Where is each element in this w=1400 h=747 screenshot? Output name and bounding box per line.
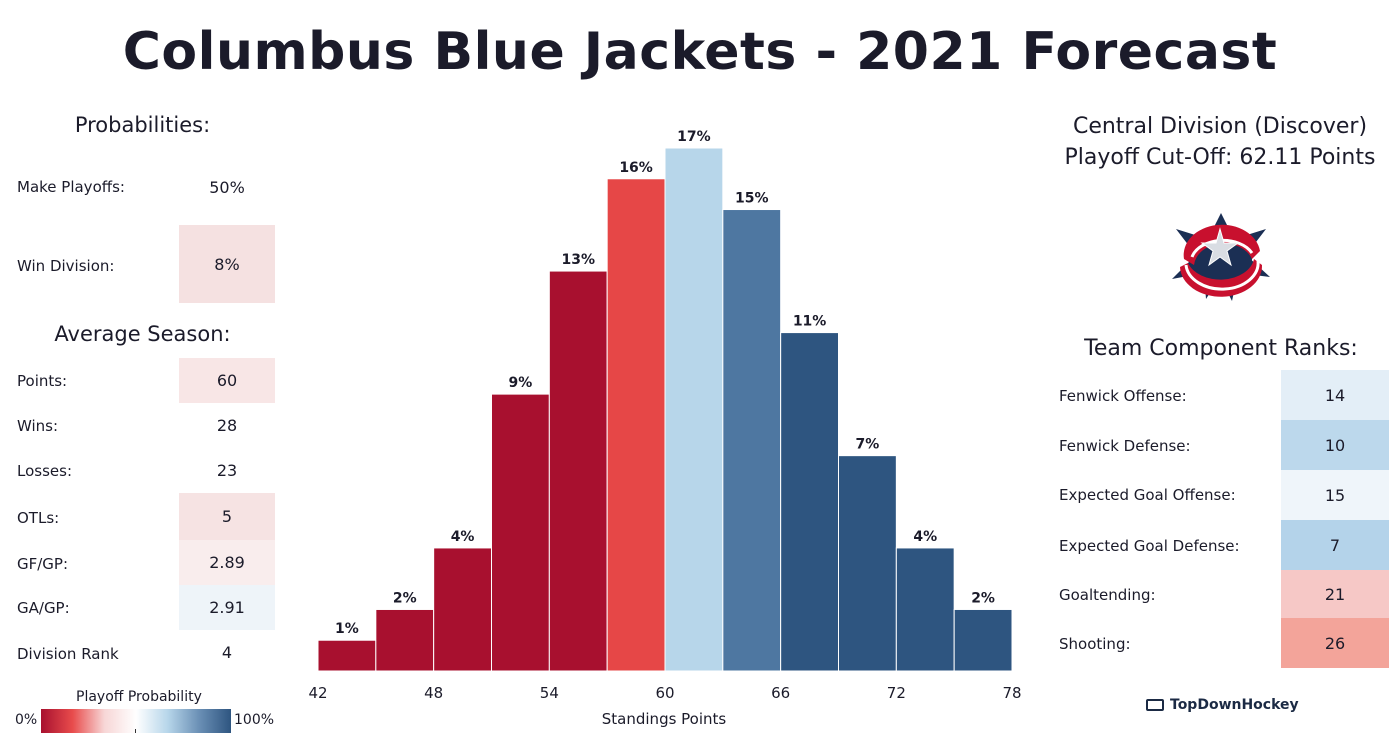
brand: TopDownHockey bbox=[1146, 697, 1299, 713]
wins-label: Wins: bbox=[17, 417, 59, 435]
fenwick-defense-label: Fenwick Defense: bbox=[1059, 437, 1191, 455]
otls-label: OTLs: bbox=[17, 509, 60, 527]
bar-label-57: 16% bbox=[619, 160, 653, 176]
legend-title: Playoff Probability bbox=[76, 689, 202, 705]
bar-label-48: 4% bbox=[451, 529, 475, 545]
wins-value: 28 bbox=[179, 403, 275, 448]
goaltending-value: 21 bbox=[1281, 570, 1389, 618]
x-tick-72: 72 bbox=[887, 684, 906, 702]
brand-name: TopDownHockey bbox=[1170, 697, 1299, 713]
win-division-label: Win Division: bbox=[17, 257, 115, 275]
gf-gp-label: GF/GP: bbox=[17, 555, 69, 573]
shooting-value: 26 bbox=[1281, 618, 1389, 668]
division-rank-label: Division Rank bbox=[17, 645, 119, 663]
fenwick-defense-value: 10 bbox=[1281, 420, 1389, 470]
bar-label-60: 17% bbox=[677, 129, 711, 145]
average-season-heading: Average Season: bbox=[54, 322, 231, 346]
losses-value: 23 bbox=[179, 448, 275, 493]
otls-value: 5 bbox=[179, 493, 275, 540]
points-value: 60 bbox=[179, 358, 275, 403]
topdownhockey-logo-icon bbox=[1146, 699, 1164, 711]
bar-51 bbox=[491, 393, 550, 672]
losses-label: Losses: bbox=[17, 462, 72, 480]
fenwick-offense-label: Fenwick Offense: bbox=[1059, 387, 1187, 405]
gf-gp-value: 2.89 bbox=[179, 540, 275, 585]
bar-69 bbox=[838, 455, 897, 672]
division-name: Central Division (Discover) bbox=[1072, 114, 1368, 139]
probabilities-heading: Probabilities: bbox=[74, 113, 211, 137]
shooting-label: Shooting: bbox=[1059, 635, 1131, 653]
bar-label-75: 2% bbox=[971, 590, 995, 606]
fenwick-offense-value: 14 bbox=[1281, 370, 1389, 420]
goaltending-label: Goaltending: bbox=[1059, 586, 1156, 604]
legend-color-bar bbox=[41, 709, 231, 733]
x-tick-60: 60 bbox=[655, 684, 674, 702]
x-tick-42: 42 bbox=[308, 684, 327, 702]
x-tick-54: 54 bbox=[540, 684, 559, 702]
bar-54 bbox=[548, 270, 608, 672]
bar-label-51: 9% bbox=[509, 375, 533, 391]
standings-points-histogram: 1% 2% 4% 9% 13% 16% 17% 15% 11% 7% 4% 2% 42 48 54 60 66… bbox=[308, 129, 1021, 728]
bar-label-69: 7% bbox=[856, 437, 880, 453]
x-axis-label: Standings Points bbox=[602, 710, 727, 728]
blue-jackets-logo-icon bbox=[1172, 213, 1270, 301]
bar-48 bbox=[433, 547, 493, 672]
bar-66 bbox=[780, 332, 839, 672]
legend-tick bbox=[135, 729, 136, 733]
bar-57 bbox=[606, 178, 666, 672]
bar-42 bbox=[317, 639, 377, 672]
ga-gp-value: 2.91 bbox=[179, 585, 275, 630]
legend-max-label: 100% bbox=[234, 712, 275, 728]
expected-goal-defense-value: 7 bbox=[1281, 520, 1389, 570]
bar-label-45: 2% bbox=[393, 590, 417, 606]
playoff-cutoff: Playoff Cut-Off: 62.11 Points bbox=[1064, 145, 1376, 170]
division-rank-value: 4 bbox=[179, 630, 275, 675]
bar-label-66: 11% bbox=[793, 314, 827, 330]
bar-60 bbox=[664, 147, 724, 672]
legend-min-label: 0% bbox=[15, 712, 38, 728]
x-tick-78: 78 bbox=[1002, 684, 1021, 702]
expected-goal-offense-value: 15 bbox=[1281, 470, 1389, 520]
bar-63 bbox=[722, 209, 782, 672]
make-playoffs-label: Make Playoffs: bbox=[17, 178, 125, 196]
bar-45 bbox=[375, 608, 435, 672]
win-division-value: 8% bbox=[179, 225, 275, 303]
bar-label-72: 4% bbox=[913, 529, 937, 545]
bar-label-42: 1% bbox=[335, 621, 359, 637]
x-tick-66: 66 bbox=[771, 684, 790, 702]
bar-label-54: 13% bbox=[561, 252, 595, 268]
page-title: Columbus Blue Jackets - 2021 Forecast bbox=[122, 22, 1278, 82]
points-label: Points: bbox=[17, 372, 68, 390]
expected-goal-defense-label: Expected Goal Defense: bbox=[1059, 537, 1240, 555]
make-playoffs-value: 50% bbox=[179, 150, 275, 224]
expected-goal-offense-label: Expected Goal Offense: bbox=[1059, 486, 1236, 504]
bar-75 bbox=[953, 608, 1013, 672]
ga-gp-label: GA/GP: bbox=[17, 599, 70, 617]
team-ranks-heading: Team Component Ranks: bbox=[1084, 336, 1358, 361]
bar-label-63: 15% bbox=[735, 191, 769, 207]
x-tick-48: 48 bbox=[424, 684, 443, 702]
bar-72 bbox=[895, 547, 955, 672]
